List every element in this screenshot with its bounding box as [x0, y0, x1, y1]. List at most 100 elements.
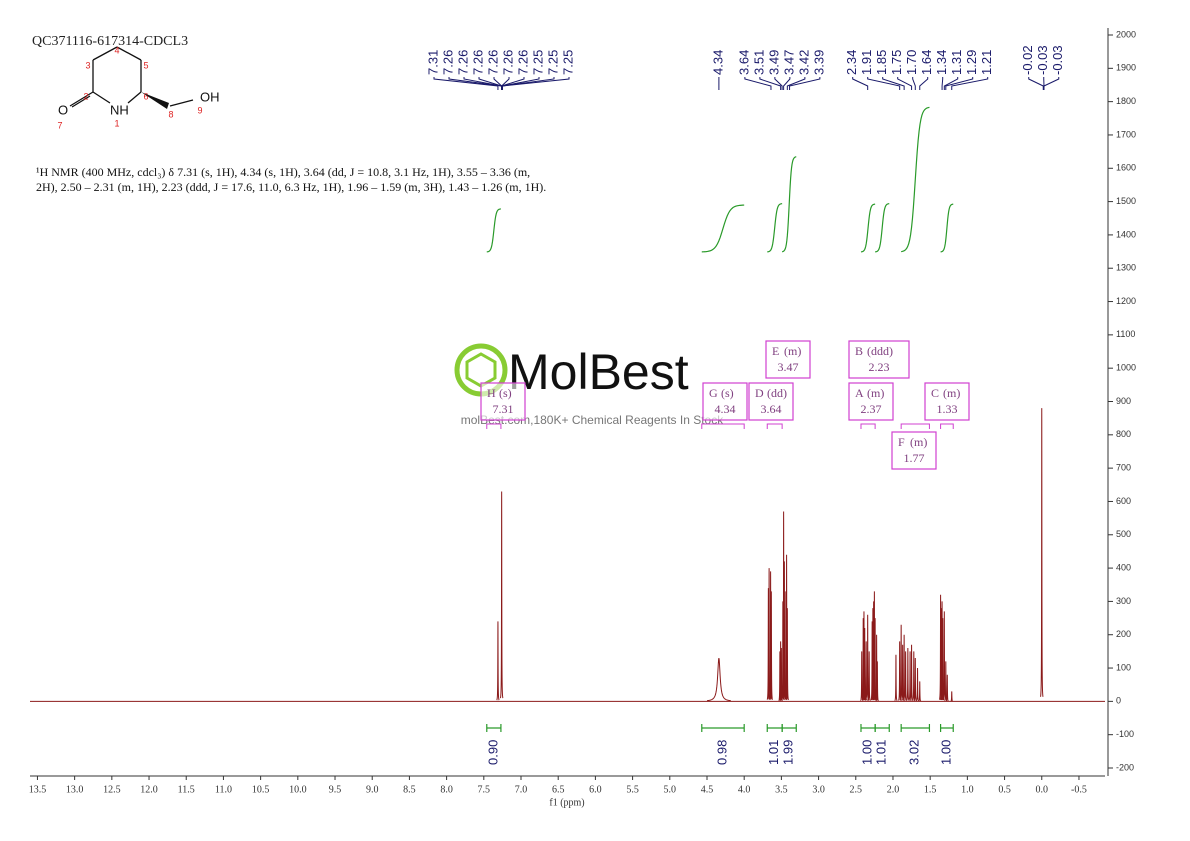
multiplet-name: E	[772, 344, 779, 358]
y-tick-label: -200	[1116, 762, 1134, 772]
y-tick-label: 1900	[1116, 63, 1136, 73]
spectrum-peak	[918, 681, 922, 702]
description-line: 2H), 2.50 – 2.31 (m, 1H), 2.23 (ddd, J =…	[36, 180, 546, 194]
multiplet-type: (dd)	[767, 386, 787, 400]
spectrum-peak	[906, 648, 910, 701]
peak-label: 3.51	[751, 50, 766, 75]
peak-connector	[744, 77, 772, 90]
peak-label: 3.47	[781, 50, 796, 75]
multiplet-box	[924, 382, 970, 421]
peak-label: 1.34	[934, 50, 949, 75]
spectrum-peak	[945, 674, 949, 702]
spectrum-peak	[1040, 408, 1044, 697]
integral-label: 1.01	[874, 740, 889, 765]
x-tick-label: 5.0	[664, 784, 677, 795]
multiplet-box	[848, 340, 910, 379]
spectrum-peak	[769, 591, 773, 700]
multiplet-shift: 1.33	[937, 402, 958, 416]
peak-connector	[1028, 77, 1044, 90]
logo-text: MolBest	[508, 344, 689, 400]
watermark-text: molBest.com,180K+ Chemical Reagents In S…	[461, 413, 724, 427]
peak-label: 1.21	[979, 50, 994, 75]
integral-bracket	[781, 724, 797, 732]
spectrum-peak	[499, 491, 504, 699]
integral-bracket	[486, 724, 502, 732]
peak-label: 1.70	[904, 50, 919, 75]
atom-number: 3	[85, 60, 90, 70]
atom-number: 6	[143, 91, 148, 101]
multiplet-bracket	[900, 423, 930, 429]
y-tick-label: 400	[1116, 562, 1131, 572]
integral-bracket	[860, 724, 876, 732]
x-axis-label: f1 (ppm)	[549, 797, 584, 808]
x-tick-label: 1.0	[961, 784, 974, 795]
peak-connector	[1043, 77, 1060, 90]
spectrum-peak	[766, 588, 771, 700]
multiplet-bracket	[486, 423, 502, 429]
atom-number: 2	[83, 91, 88, 101]
peak-label: 3.39	[811, 50, 826, 75]
peak-label: -0.02	[1020, 45, 1035, 75]
multiplet-name: C	[931, 386, 939, 400]
peak-connector	[897, 77, 913, 90]
atom-label: OH	[200, 89, 220, 104]
atom-number: 5	[143, 60, 148, 70]
peak-label: 1.75	[889, 50, 904, 75]
peak-connector	[433, 77, 499, 90]
spectrum-peak	[940, 601, 944, 701]
x-tick-label: 2.5	[850, 784, 863, 795]
peak-label: 7.26	[440, 50, 455, 75]
x-tick-label: 3.0	[812, 784, 825, 795]
y-tick-label: 800	[1116, 429, 1131, 439]
multiplet-name: B	[855, 344, 863, 358]
multiplet-shift: 3.64	[761, 402, 782, 416]
multiplet-name: D	[755, 386, 764, 400]
peak-connector	[941, 77, 944, 90]
peak-connector	[501, 77, 525, 90]
multiplet-bracket	[860, 423, 876, 429]
y-tick-label: 1500	[1116, 196, 1136, 206]
multiplet-shift: 1.77	[904, 451, 925, 465]
peak-label: 7.25	[545, 50, 560, 75]
spectrum-peak	[768, 571, 773, 700]
peak-label: 7.26	[470, 50, 485, 75]
spectrum-peak	[875, 661, 879, 702]
peak-label: 1.29	[964, 50, 979, 75]
x-tick-label: 7.0	[515, 784, 528, 795]
peak-label: 7.31	[425, 50, 440, 75]
x-tick-label: 0.5	[998, 784, 1011, 795]
peak-label: 3.64	[736, 50, 751, 75]
multiplet-type: (m)	[943, 386, 960, 400]
x-tick-label: 8.5	[403, 784, 416, 795]
spectrum-peak	[915, 668, 920, 702]
y-tick-label: 2000	[1116, 29, 1136, 39]
peak-connector	[951, 77, 989, 90]
peak-label: 1.64	[919, 50, 934, 75]
x-tick-label: 10.5	[252, 784, 270, 795]
peak-connector	[783, 77, 791, 90]
atom-number: 9	[197, 105, 202, 115]
spectrum-peak	[785, 608, 789, 701]
peak-connector	[882, 77, 905, 90]
multiplet-shift: 3.47	[778, 360, 799, 374]
multiplet-type: (m)	[867, 386, 884, 400]
integral-curve	[901, 106, 930, 253]
y-tick-label: 1800	[1116, 96, 1136, 106]
spectrum-peak	[862, 611, 866, 701]
integral-curve	[486, 208, 501, 253]
spectrum-peak	[874, 634, 879, 701]
y-tick-label: 300	[1116, 596, 1131, 606]
integral-label: 0.98	[714, 740, 729, 765]
atom-label: NH	[110, 102, 129, 117]
multiplet-shift: 4.34	[715, 402, 736, 416]
peak-label: 7.26	[455, 50, 470, 75]
x-tick-label: 2.0	[887, 784, 900, 795]
x-tick-label: -0.5	[1071, 784, 1087, 795]
x-tick-label: 13.5	[29, 784, 47, 795]
multiplet-type: (ddd)	[867, 344, 893, 358]
y-tick-label: 700	[1116, 463, 1131, 473]
multiplet-name: G	[709, 386, 718, 400]
peak-label: 7.25	[560, 50, 575, 75]
integral-bracket	[900, 724, 931, 732]
integral-label: 0.90	[485, 740, 500, 765]
